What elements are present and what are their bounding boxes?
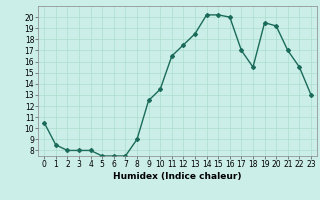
X-axis label: Humidex (Indice chaleur): Humidex (Indice chaleur) xyxy=(113,172,242,181)
